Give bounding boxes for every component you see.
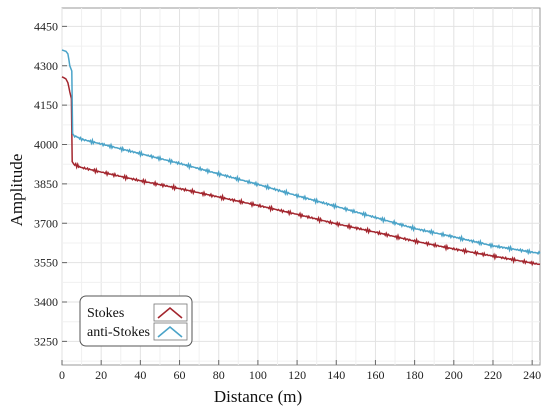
series-line-anti-stokes [61, 49, 541, 256]
legend-swatch-stokes-box [153, 303, 188, 322]
x-tick-label: 200 [445, 368, 463, 382]
x-tick-label: 240 [523, 368, 541, 382]
legend-swatch-stokes [157, 306, 183, 319]
y-tick-label: 4300 [34, 59, 58, 73]
x-tick-label: 60 [174, 368, 186, 382]
x-axis-title: Distance (m) [214, 387, 302, 406]
series-lines [61, 49, 541, 267]
x-axis-ticks: 0 20 40 60 80 100 120 140 160 180 200 220 240 [59, 360, 541, 382]
x-tick-label: 220 [484, 368, 502, 382]
y-axis-ticks: 3250 3400 3550 3700 3850 4000 4150 4300 4450 [34, 19, 67, 348]
legend-swatch-anti-stokes-box [153, 322, 188, 341]
x-tick-label: 100 [249, 368, 267, 382]
legend-label-anti-stokes: anti-Stokes [87, 325, 150, 340]
legend: Stokes anti-Stokes [79, 295, 193, 347]
y-tick-label: 3400 [34, 295, 58, 309]
x-tick-label: 180 [406, 368, 424, 382]
y-tick-label: 3550 [34, 256, 58, 270]
legend-swatch-anti-stokes [157, 325, 183, 338]
y-tick-label: 4000 [34, 138, 58, 152]
y-tick-label: 3850 [34, 177, 58, 191]
x-tick-label: 120 [288, 368, 306, 382]
y-tick-label: 3700 [34, 216, 58, 230]
y-axis-title: Amplitude [7, 154, 26, 227]
y-tick-label: 3250 [34, 334, 58, 348]
series-line-stokes [61, 76, 541, 267]
x-tick-label: 160 [366, 368, 384, 382]
legend-label-stokes: Stokes [87, 306, 124, 321]
y-tick-label: 4150 [34, 98, 58, 112]
x-tick-label: 40 [134, 368, 146, 382]
x-tick-label: 20 [95, 368, 107, 382]
y-tick-label: 4450 [34, 19, 58, 33]
x-tick-label: 80 [213, 368, 225, 382]
x-tick-label: 0 [59, 368, 65, 382]
x-tick-label: 140 [327, 368, 345, 382]
